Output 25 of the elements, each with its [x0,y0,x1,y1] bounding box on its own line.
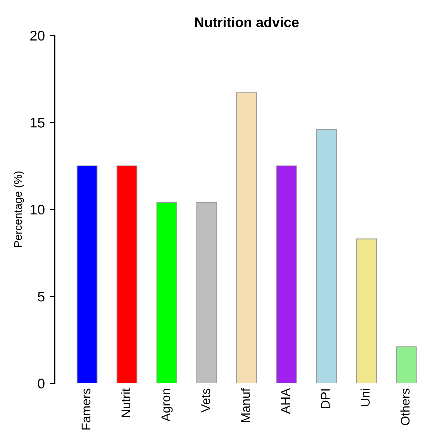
bar [356,238,377,384]
x-tick-label: Agron [162,389,173,422]
y-tick-label: 15 [30,118,45,128]
x-tick-label: Famers [82,388,91,430]
x-tick-label: Uni [360,389,370,406]
bar [76,166,98,384]
bar [236,92,258,384]
bar [156,202,178,384]
y-tick-label: 0 [38,378,45,389]
x-tick-label: Others [400,388,410,426]
y-axis-title: Percentage (%) [14,172,24,248]
x-tick-label: DPI [321,390,330,408]
x-tick-label: Nutrit [121,388,131,418]
bar [116,166,138,384]
bar [196,202,218,384]
bar [396,346,417,384]
x-tick-label: Vets [202,388,210,413]
x-tick-label: Manuf [241,388,250,422]
bar [276,166,298,384]
y-tick-label: 20 [30,31,45,41]
chart-title: Nutrition advice [195,17,299,28]
x-tick-label: AHA [281,388,290,414]
y-tick-label: 5 [38,292,45,302]
bar [316,129,338,384]
y-tick-label: 10 [30,204,45,215]
